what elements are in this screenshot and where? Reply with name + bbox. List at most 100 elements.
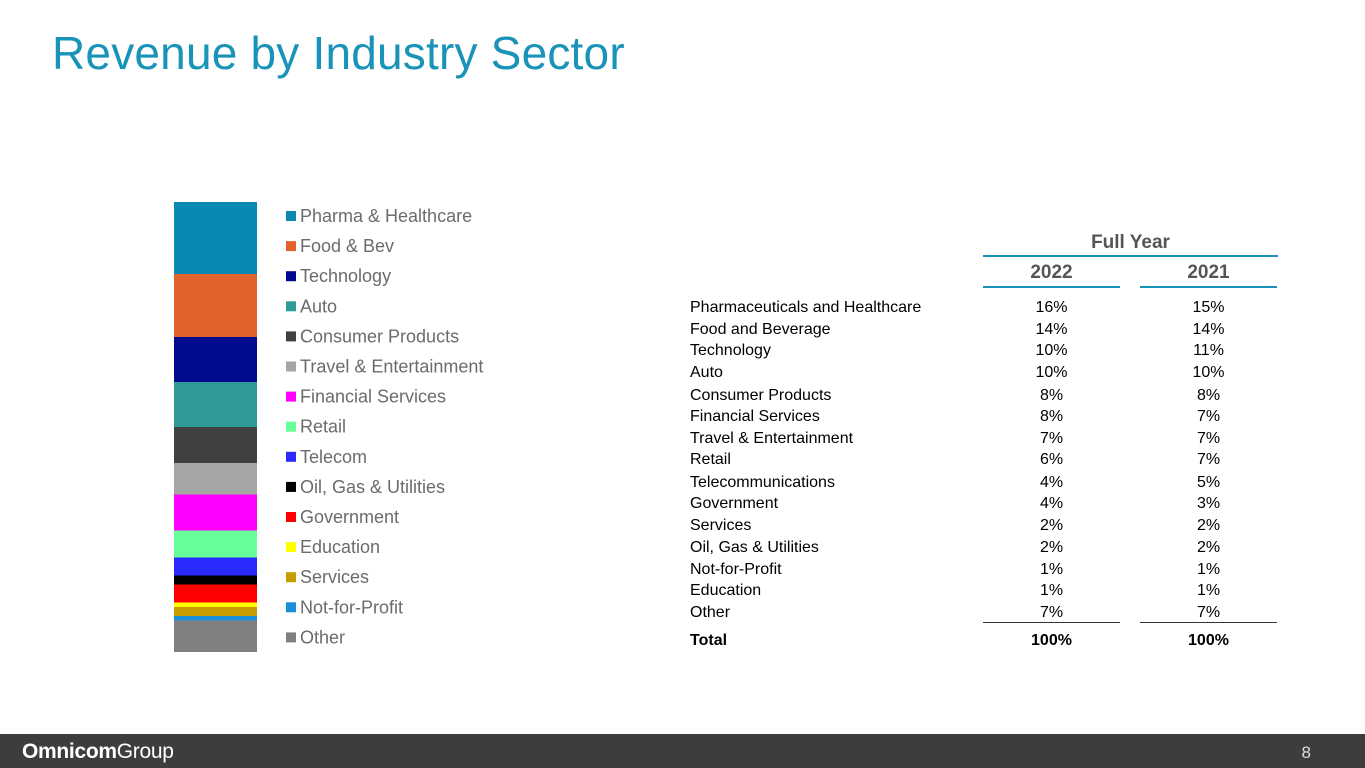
- row-label: Services: [690, 517, 752, 534]
- legend-label: Services: [300, 567, 369, 587]
- value-2022: 10%: [1035, 364, 1068, 381]
- bar-segment: [174, 202, 257, 274]
- table-row: Food and Beverage 14% 14%: [690, 321, 1290, 341]
- legend-label: Oil, Gas & Utilities: [300, 477, 445, 497]
- bar-segment: [174, 620, 257, 652]
- legend-swatch: [286, 271, 296, 282]
- total-2022: 100%: [1031, 632, 1072, 649]
- bar-segment: [174, 602, 257, 607]
- value-2022: 2%: [1039, 539, 1064, 556]
- full-year-underline: [983, 255, 1278, 257]
- legend-label: Not-for-Profit: [300, 597, 403, 617]
- year-2021-header: 2021: [1187, 262, 1230, 283]
- table-row: Government 4% 3%: [690, 495, 1290, 515]
- row-label: Financial Services: [690, 408, 820, 425]
- bar-segment: [174, 575, 257, 585]
- table-row: Not-for-Profit 1% 1%: [690, 561, 1290, 581]
- legend-swatch: [286, 361, 296, 372]
- value-2022: 10%: [1035, 342, 1068, 359]
- total-row: Total 100% 100%: [690, 632, 1290, 652]
- bar-segment: [174, 557, 257, 576]
- value-2021: 2%: [1196, 539, 1221, 556]
- legend-swatch: [286, 572, 296, 583]
- table-row: Education 1% 1%: [690, 582, 1290, 602]
- logo-light-text: Group: [116, 740, 174, 763]
- legend-label: Auto: [300, 296, 337, 316]
- legend-swatch: [286, 512, 296, 522]
- total-2021: 100%: [1188, 632, 1229, 649]
- value-2022: 16%: [1035, 299, 1068, 316]
- value-2022: 1%: [1039, 561, 1064, 578]
- value-2022: 14%: [1035, 321, 1068, 338]
- legend-label: Telecom: [300, 447, 367, 467]
- legend-label: Pharma & Healthcare: [300, 206, 472, 226]
- bar-segment: [174, 530, 257, 558]
- bar-segment: [174, 427, 257, 463]
- bar-segment: [174, 274, 257, 337]
- total-rule-2021: [1140, 622, 1277, 623]
- bar-segment: [174, 607, 257, 616]
- bar-segment: [174, 584, 257, 603]
- bar-segment: [174, 494, 257, 531]
- legend-swatch: [286, 211, 296, 221]
- table-row: Consumer Products 8% 8%: [690, 387, 1290, 407]
- legend-label: Food & Bev: [300, 236, 394, 256]
- year-2022-underline: [983, 286, 1120, 288]
- value-2022: 1%: [1039, 582, 1064, 599]
- legend-swatch: [286, 632, 296, 643]
- table-row: Other 7% 7%: [690, 604, 1290, 624]
- row-label: Retail: [690, 451, 731, 468]
- row-label: Consumer Products: [690, 387, 832, 404]
- legend-label: Retail: [300, 417, 346, 437]
- table-row: Oil, Gas & Utilities 2% 2%: [690, 539, 1290, 559]
- value-2022: 4%: [1039, 474, 1064, 491]
- legend-label: Technology: [300, 266, 391, 286]
- row-label: Telecommunications: [690, 474, 835, 491]
- total-label: Total: [690, 632, 728, 649]
- row-label: Education: [690, 582, 762, 599]
- legend-label: Other: [300, 627, 345, 647]
- omnicom-logo: OmnicomGroup: [22, 740, 174, 764]
- full-year-header: Full Year: [1091, 232, 1170, 253]
- row-label: Other: [690, 604, 731, 621]
- value-2021: 3%: [1196, 495, 1221, 512]
- value-2022: 7%: [1039, 604, 1064, 621]
- value-2022: 7%: [1039, 430, 1064, 447]
- table-row: Financial Services 8% 7%: [690, 408, 1290, 428]
- value-2021: 8%: [1196, 387, 1221, 404]
- legend-swatch: [286, 602, 296, 613]
- bar-segment: [174, 337, 257, 382]
- value-2021: 5%: [1196, 474, 1221, 491]
- table-row: Pharmaceuticals and Healthcare 16% 15%: [690, 299, 1290, 319]
- value-2021: 7%: [1196, 451, 1221, 468]
- value-2022: 8%: [1039, 408, 1064, 425]
- value-2021: 7%: [1196, 430, 1221, 447]
- page-title: Revenue by Industry Sector: [52, 27, 625, 79]
- value-2021: 2%: [1196, 517, 1221, 534]
- table-row: Services 2% 2%: [690, 517, 1290, 537]
- row-label: Oil, Gas & Utilities: [690, 539, 819, 556]
- bar-segment: [174, 616, 257, 621]
- legend-swatch: [286, 451, 296, 462]
- row-label: Travel & Entertainment: [690, 430, 854, 447]
- legend-swatch: [286, 391, 296, 402]
- value-2021: 1%: [1196, 561, 1221, 578]
- legend-swatch: [286, 301, 296, 312]
- footer-bar: OmnicomGroup 8: [0, 734, 1365, 768]
- row-label: Pharmaceuticals and Healthcare: [690, 299, 922, 316]
- legend-swatch: [286, 421, 296, 432]
- logo-bold-text: Omnicom: [22, 740, 117, 763]
- table-row: Telecommunications 4% 5%: [690, 474, 1290, 494]
- value-2021: 11%: [1193, 342, 1224, 359]
- legend-swatch: [286, 542, 296, 553]
- year-2021-underline: [1140, 286, 1277, 288]
- value-2022: 2%: [1039, 517, 1064, 534]
- row-label: Food and Beverage: [690, 321, 831, 338]
- legend-swatch: [286, 331, 296, 342]
- value-2022: 4%: [1039, 495, 1064, 512]
- legend-swatch: [286, 241, 296, 252]
- value-2021: 7%: [1196, 408, 1221, 425]
- page-number: 8: [1301, 743, 1311, 762]
- legend-label: Travel & Entertainment: [300, 357, 483, 377]
- bar-segment: [174, 382, 257, 427]
